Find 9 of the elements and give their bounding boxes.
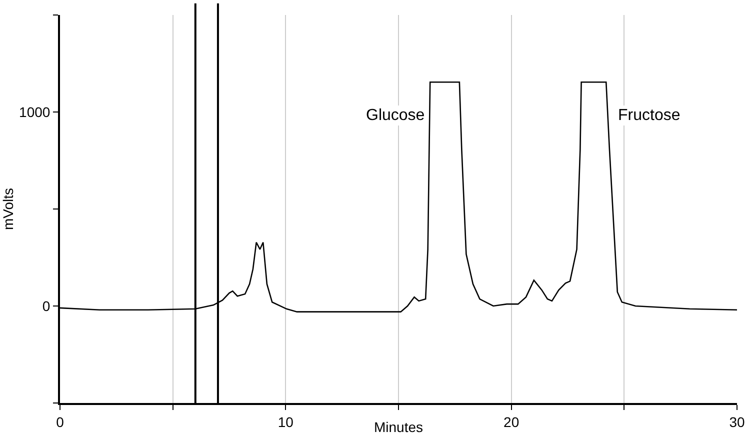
x-tick-label: 0 — [56, 414, 64, 430]
y-tick-label: 1000 — [19, 104, 50, 120]
x-tick-label: 30 — [729, 414, 745, 430]
x-tick-label: 10 — [278, 414, 294, 430]
annotation: Fructose — [618, 107, 680, 124]
y-axis-title: mVolts — [0, 188, 16, 230]
x-tick-label: 20 — [504, 414, 520, 430]
x-axis-title: Minutes — [374, 419, 424, 435]
annotation: Glucose — [366, 107, 425, 124]
